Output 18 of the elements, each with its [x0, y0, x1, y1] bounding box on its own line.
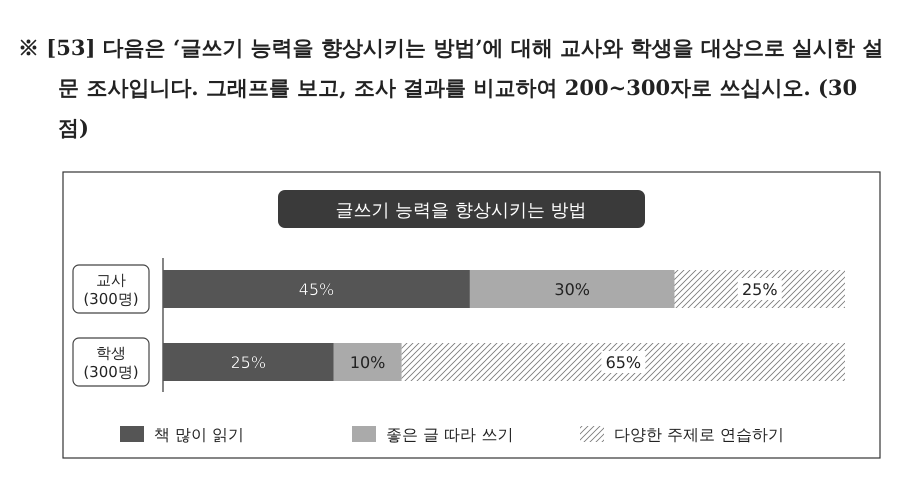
chart-title: 글쓰기 능력을 향상시키는 방법: [335, 200, 587, 221]
data-label: 45%: [298, 280, 334, 299]
bar: [163, 270, 470, 308]
legend-label: 좋은 글 따라 쓰기: [386, 425, 514, 444]
legend-label: 책 많이 읽기: [154, 425, 244, 444]
bar: [470, 270, 674, 308]
bar: [334, 343, 402, 381]
text: ※ [53] 다음은 ‘글쓰기 능력을 향상시키는 방법’에 대해 교사와 학생을 대상으로 실시한 설문 조사입니다. 그래프를 보고, 조사 결과를 비교하여 200~300자로 쓰십시오. (30점): [18, 34, 884, 142]
data-label: 10%: [350, 353, 386, 372]
bar: [402, 343, 845, 381]
y-tick-label: 교사 (300명): [83, 271, 139, 308]
data-label: 30%: [554, 280, 590, 299]
data-label: 65%: [606, 353, 642, 372]
bar: [163, 343, 334, 381]
data-label: 25%: [230, 353, 266, 372]
legend-label: 다양한 주제로 연습하기: [614, 425, 784, 444]
data-label: 25%: [742, 280, 778, 299]
y-tick-label: 학생 (300명): [83, 344, 139, 381]
